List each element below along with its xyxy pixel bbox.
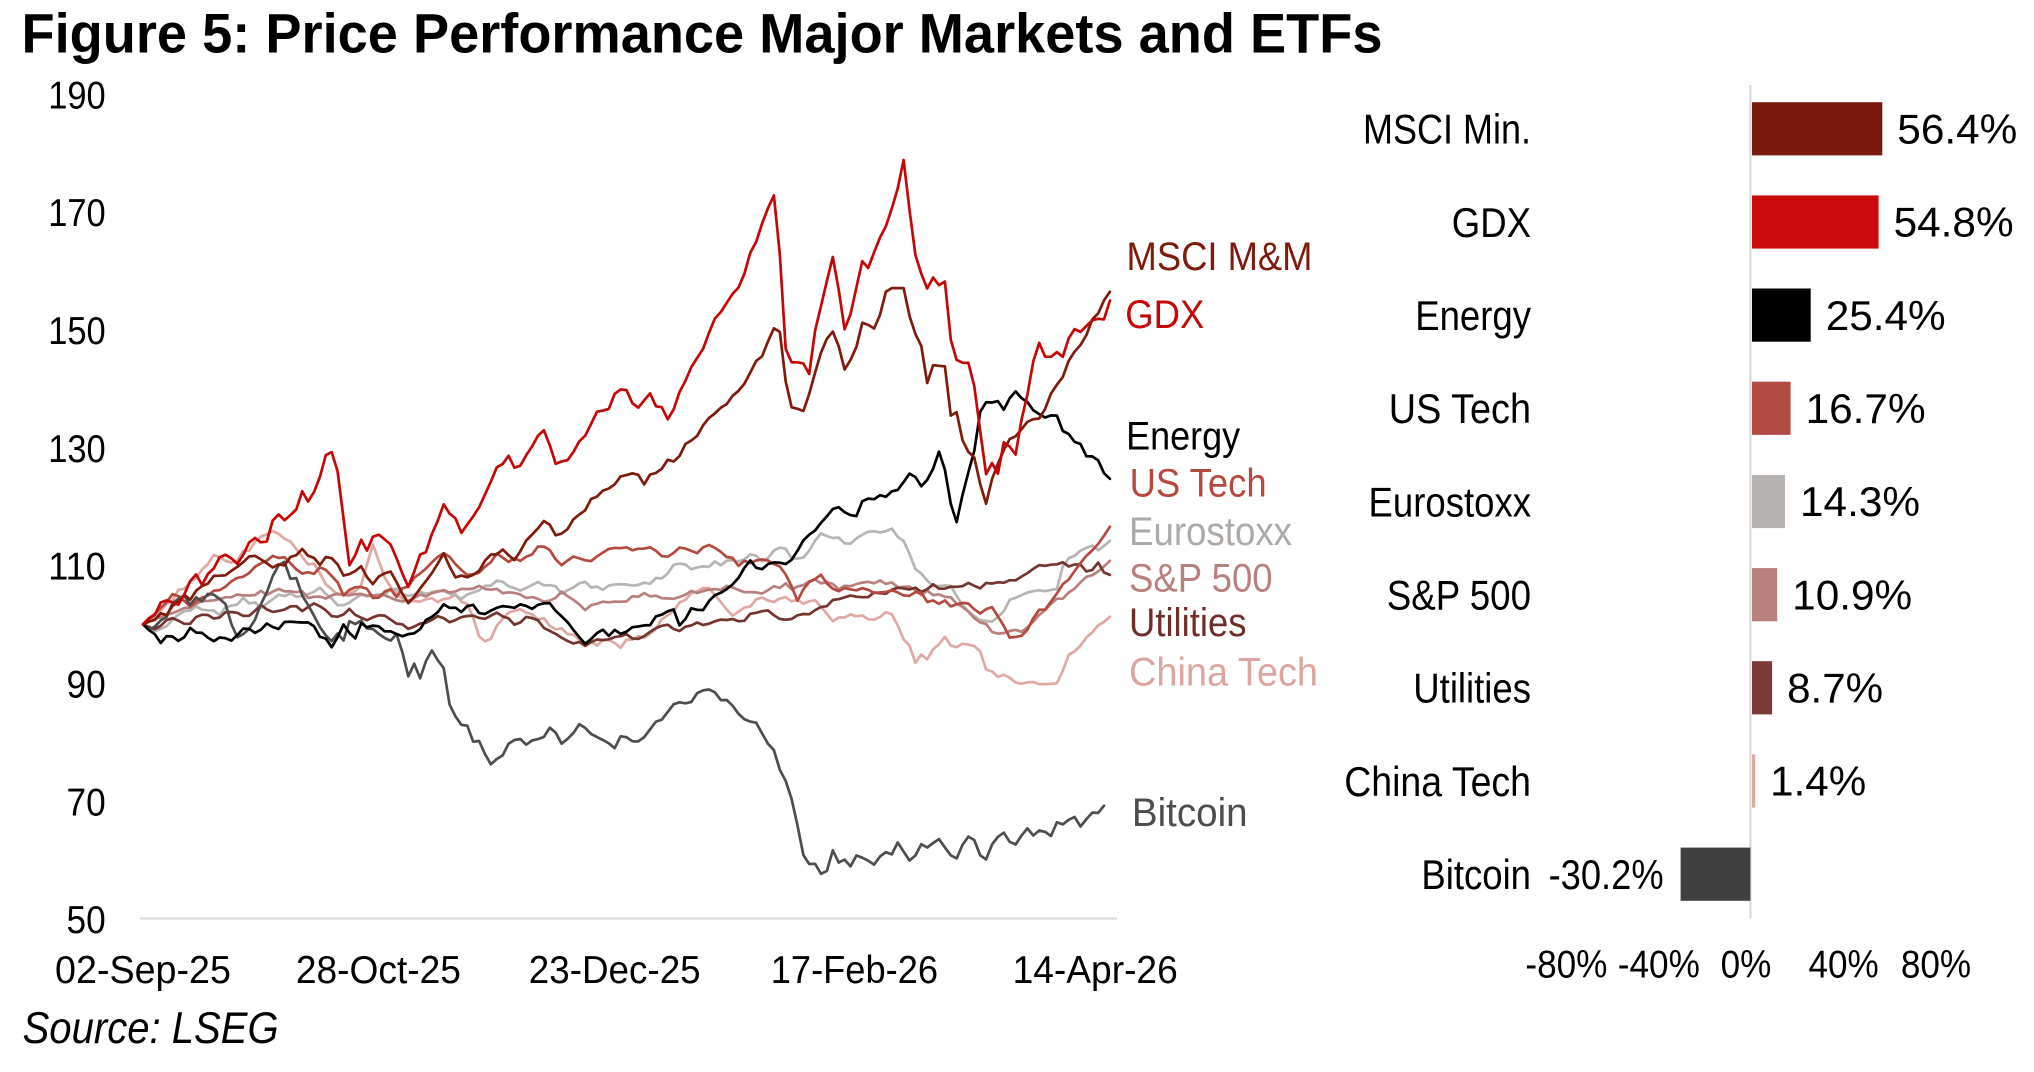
- svg-text:-80%: -80%: [1525, 943, 1607, 986]
- svg-text:110: 110: [48, 546, 106, 589]
- svg-text:150: 150: [48, 310, 106, 353]
- svg-text:16.7%: 16.7%: [1806, 385, 1926, 432]
- svg-text:Figure 5: Price Performance Ma: Figure 5: Price Performance Major Market…: [22, 3, 1383, 65]
- svg-text:-40%: -40%: [1618, 943, 1700, 986]
- svg-text:17-Feb-26: 17-Feb-26: [771, 949, 938, 992]
- svg-text:Energy: Energy: [1126, 415, 1240, 459]
- svg-text:28-Oct-25: 28-Oct-25: [296, 949, 461, 992]
- svg-text:50: 50: [67, 899, 106, 942]
- svg-text:S&P 500: S&P 500: [1387, 572, 1531, 619]
- svg-text:10.9%: 10.9%: [1792, 571, 1912, 618]
- svg-text:1.4%: 1.4%: [1770, 758, 1866, 805]
- svg-text:54.8%: 54.8%: [1894, 199, 2014, 246]
- svg-text:Utilities: Utilities: [1129, 601, 1247, 645]
- svg-text:Source: LSEG: Source: LSEG: [23, 1004, 279, 1053]
- svg-text:130: 130: [48, 428, 106, 471]
- svg-text:190: 190: [48, 74, 106, 117]
- svg-text:Energy: Energy: [1415, 292, 1531, 339]
- svg-text:0%: 0%: [1721, 943, 1772, 986]
- svg-text:14.3%: 14.3%: [1800, 478, 1920, 525]
- svg-text:14-Apr-26: 14-Apr-26: [1013, 949, 1178, 992]
- svg-text:-30.2%: -30.2%: [1549, 851, 1664, 898]
- svg-text:Utilities: Utilities: [1413, 665, 1531, 712]
- svg-text:170: 170: [48, 192, 106, 235]
- svg-text:90: 90: [67, 664, 106, 707]
- svg-text:56.4%: 56.4%: [1897, 106, 2017, 153]
- svg-text:China Tech: China Tech: [1344, 758, 1531, 805]
- svg-text:Eurostoxx: Eurostoxx: [1369, 478, 1532, 525]
- svg-text:Eurostoxx: Eurostoxx: [1129, 510, 1292, 554]
- svg-text:US Tech: US Tech: [1130, 462, 1267, 506]
- svg-text:25.4%: 25.4%: [1826, 292, 1946, 339]
- svg-text:40%: 40%: [1809, 943, 1879, 986]
- svg-text:70: 70: [67, 781, 106, 824]
- svg-text:8.7%: 8.7%: [1787, 665, 1883, 712]
- svg-text:02-Sep-25: 02-Sep-25: [55, 949, 231, 992]
- svg-text:China Tech: China Tech: [1129, 651, 1318, 695]
- svg-text:Bitcoin: Bitcoin: [1132, 791, 1248, 835]
- svg-text:S&P 500: S&P 500: [1129, 556, 1273, 600]
- svg-text:23-Dec-25: 23-Dec-25: [529, 949, 701, 992]
- svg-text:GDX: GDX: [1125, 293, 1204, 337]
- svg-text:Bitcoin: Bitcoin: [1421, 851, 1531, 898]
- svg-text:MSCI Min.: MSCI Min.: [1363, 106, 1531, 153]
- svg-text:80%: 80%: [1901, 943, 1971, 986]
- svg-text:US Tech: US Tech: [1389, 385, 1531, 432]
- svg-text:MSCI M&M: MSCI M&M: [1127, 235, 1313, 279]
- svg-text:GDX: GDX: [1452, 199, 1531, 246]
